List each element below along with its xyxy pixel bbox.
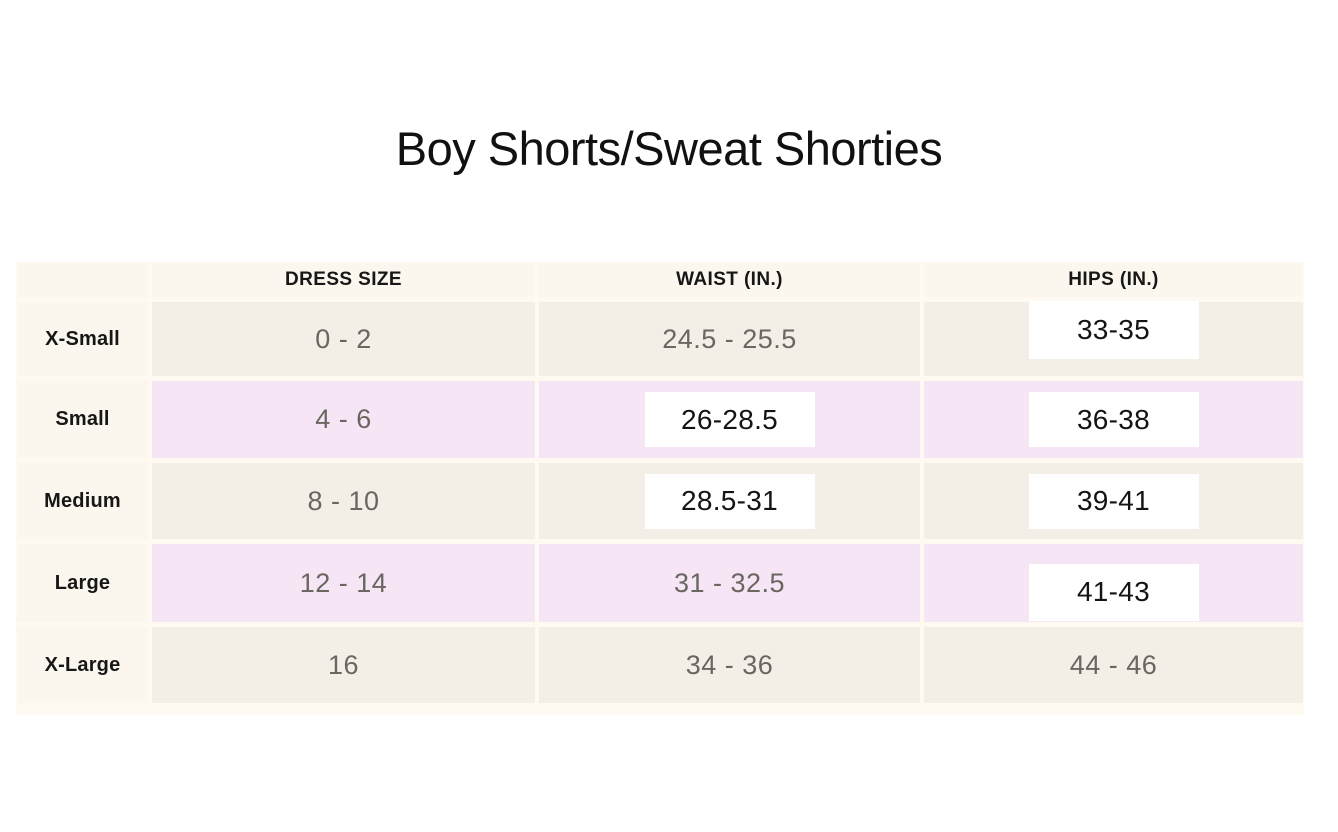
cell-small-hips: 36-38 [924,381,1303,458]
dress-size-value: 0 - 2 [315,323,372,354]
cell-xsmall-waist: 24.5 - 25.5 [539,302,920,376]
highlight-box-waist-value: 26-28.5 [644,392,815,447]
cell-large-dress-size: 12 - 14 [152,544,535,622]
cell-xlarge-dress-size: 16 [152,627,535,703]
column-header-dress-size: DRESS SIZE [152,263,535,297]
cell-medium-hips: 39-41 [924,463,1303,539]
row-label-xsmall: X-Small [17,302,148,376]
column-header-size [17,263,148,297]
dress-size-value: 8 - 10 [307,485,380,516]
cell-small-waist: 26-28.5 [539,381,920,458]
highlight-box-hips-value: 36-38 [1028,392,1199,447]
column-header-waist: WAIST (IN.) [539,263,920,297]
dress-size-value: 16 [327,649,360,680]
row-label-xlarge: X-Large [17,627,148,703]
dress-size-value: 4 - 6 [315,404,372,434]
column-header-hips: HIPS (IN.) [924,263,1303,297]
row-label-medium: Medium [17,463,148,539]
highlight-box-hips-value: 33-35 [1028,301,1199,359]
cell-xsmall-dress-size: 0 - 2 [152,302,535,376]
dress-size-value: 12 - 14 [299,567,388,598]
cell-xlarge-hips: 44 - 46 [924,627,1303,703]
cell-small-dress-size: 4 - 6 [152,381,535,458]
waist-value: 31 - 32.5 [673,567,786,598]
cell-large-waist: 31 - 32.5 [539,544,920,622]
row-label-small: Small [17,381,148,458]
size-chart-table: DRESS SIZE WAIST (IN.) HIPS (IN.) X-Smal… [16,262,1304,715]
page-title: Boy Shorts/Sweat Shorties [395,122,943,175]
row-label-large: Large [17,544,148,622]
cell-xlarge-waist: 34 - 36 [539,627,920,703]
cell-xsmall-hips: 33-35 [924,301,1303,376]
hips-value: 44 - 46 [1069,649,1158,680]
cell-medium-waist: 28.5-31 [539,463,920,539]
waist-value: 34 - 36 [685,649,774,680]
cell-large-hips: 41-43 [924,544,1303,622]
highlight-box-waist-value: 28.5-31 [644,473,815,529]
cell-medium-dress-size: 8 - 10 [152,463,535,539]
highlight-box-hips-value: 41-43 [1028,563,1199,621]
highlight-box-hips-value: 39-41 [1028,473,1199,529]
waist-value: 24.5 - 25.5 [662,323,797,354]
